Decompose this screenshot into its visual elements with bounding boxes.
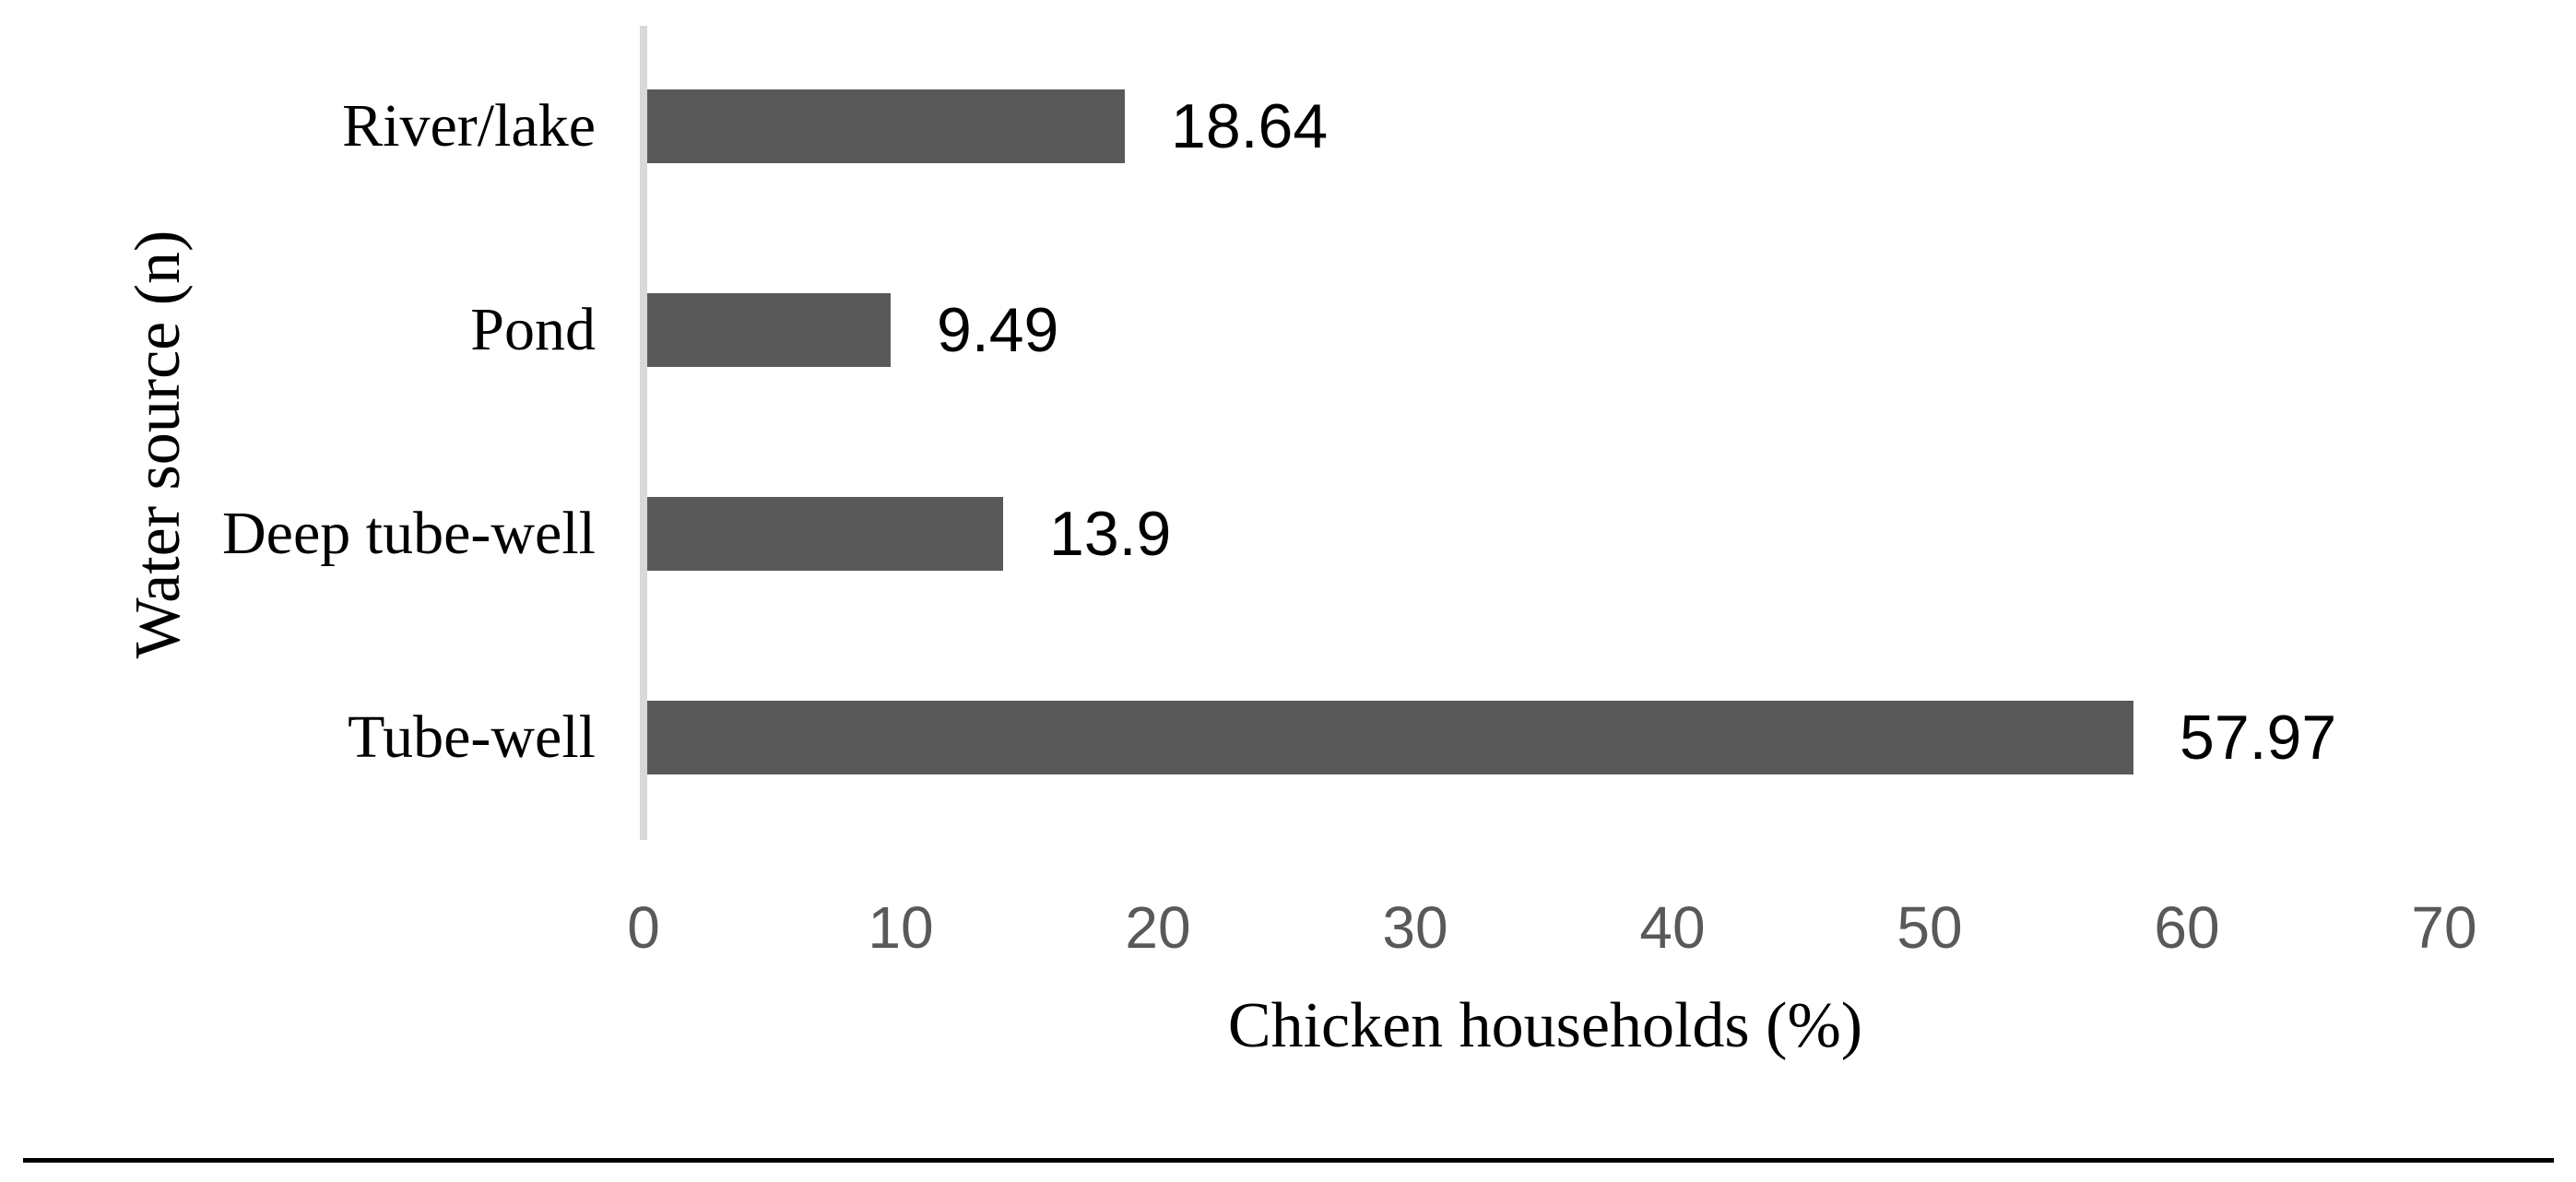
data-label: 9.49 (937, 295, 1059, 365)
x-tick-label: 30 (1382, 894, 1448, 961)
bar (647, 701, 2133, 774)
bar-row: Deep tube-well 13.9 (0, 497, 2576, 571)
category-label: Tube-well (348, 703, 596, 771)
data-label: 13.9 (1049, 499, 1172, 569)
bar-group: 18.64 (647, 89, 1328, 163)
x-tick-label: 20 (1125, 894, 1191, 961)
bar-group: 13.9 (647, 497, 1171, 571)
y-axis-baseline (640, 26, 647, 840)
bar-group: 9.49 (647, 293, 1058, 367)
bar (647, 89, 1125, 163)
category-label: Deep tube-well (222, 500, 596, 567)
bar-row: River/lake 18.64 (0, 89, 2576, 163)
x-tick-label: 60 (2154, 894, 2220, 961)
bar (647, 293, 891, 367)
x-tick-label: 0 (627, 894, 660, 961)
bottom-divider-rule (23, 1158, 2554, 1163)
data-label: 57.97 (2180, 703, 2337, 773)
x-tick-label: 40 (1639, 894, 1706, 961)
x-tick-label: 50 (1897, 894, 1963, 961)
x-axis-title: Chicken households (%) (1227, 990, 1863, 1061)
bar-row: Tube-well 57.97 (0, 701, 2576, 774)
x-tick-label: 10 (868, 894, 934, 961)
bar-group: 57.97 (647, 701, 2336, 774)
category-label: River/lake (342, 92, 596, 160)
bar-row: Pond 9.49 (0, 293, 2576, 367)
category-label: Pond (470, 296, 596, 363)
x-tick-label: 70 (2411, 894, 2477, 961)
bar (647, 497, 1003, 571)
data-label: 18.64 (1171, 91, 1329, 161)
